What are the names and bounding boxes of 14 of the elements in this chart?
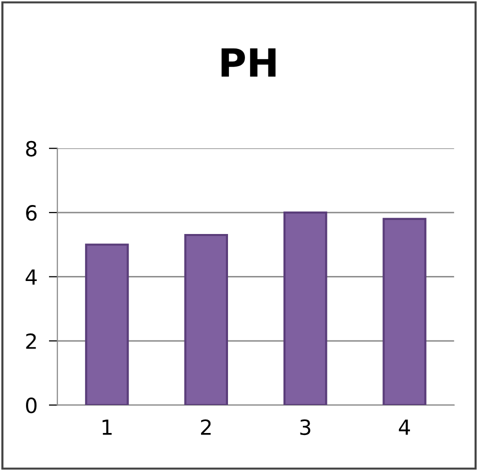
x-tick-label: 4 — [398, 420, 410, 435]
y-tick-label: 8 — [26, 140, 36, 157]
y-tick-label: 4 — [26, 269, 37, 285]
y-tick-label: 0 — [26, 398, 37, 414]
x-tick-label: 3 — [300, 419, 310, 436]
bar — [184, 234, 228, 406]
x-tick-label: 2 — [201, 419, 211, 435]
y-tick-label: 2 — [26, 333, 36, 349]
y-tick-label: 6 — [26, 204, 37, 221]
bar — [283, 211, 328, 406]
bar — [85, 244, 129, 406]
chart-title: PH — [222, 48, 276, 77]
bar — [382, 218, 426, 406]
x-tick-label: 1 — [102, 420, 112, 435]
